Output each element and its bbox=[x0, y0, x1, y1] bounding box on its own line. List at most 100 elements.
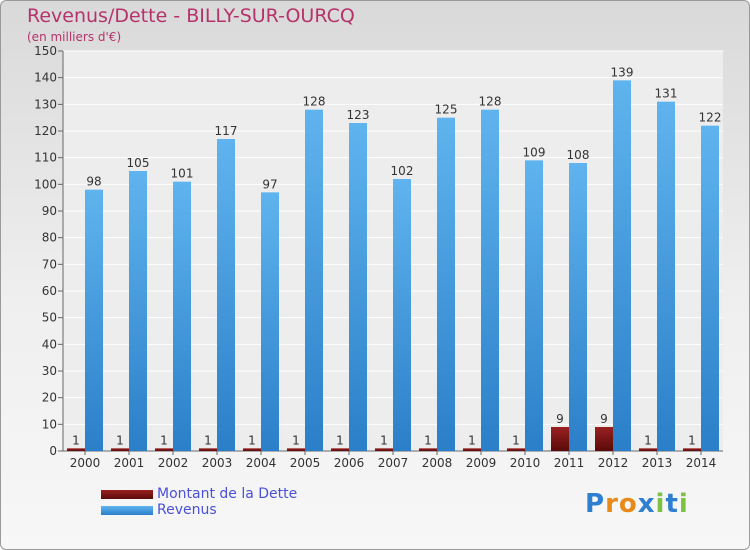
bar-dette bbox=[375, 448, 393, 451]
legend-label-revenus: Revenus bbox=[157, 502, 217, 518]
y-tick-label: 110 bbox=[34, 151, 57, 165]
y-tick-label: 130 bbox=[34, 97, 57, 111]
y-tick-label: 10 bbox=[42, 417, 57, 431]
bar-revenus bbox=[393, 179, 411, 451]
bars bbox=[67, 80, 719, 452]
data-label: 125 bbox=[435, 103, 458, 117]
y-tick-label: 90 bbox=[42, 204, 57, 218]
data-label: 97 bbox=[262, 177, 277, 191]
bar-dette bbox=[683, 448, 701, 451]
y-tick-label: 140 bbox=[34, 71, 57, 85]
y-tick-label: 0 bbox=[49, 444, 57, 458]
data-label: 108 bbox=[567, 148, 590, 162]
data-label: 1 bbox=[512, 433, 520, 447]
bar-revenus bbox=[613, 80, 631, 451]
bar-revenus bbox=[481, 109, 499, 452]
data-label: 9 bbox=[600, 412, 608, 426]
x-tick-label: 2006 bbox=[334, 456, 365, 470]
proxiti-logo: Proxiti bbox=[585, 489, 689, 519]
data-label: 9 bbox=[556, 412, 564, 426]
bar-revenus bbox=[349, 123, 367, 451]
data-labels: 1 98 1 105 1 101 1 117 1 97 1 128 1 123 1 102 1 125 1 128 1 1… bbox=[72, 65, 721, 447]
bar-revenus bbox=[173, 181, 191, 451]
legend-swatch-debt bbox=[101, 490, 153, 499]
x-tick-label: 2005 bbox=[290, 456, 321, 470]
data-label: 1 bbox=[424, 433, 432, 447]
y-tick-label: 60 bbox=[42, 284, 57, 298]
x-tick-label: 2011 bbox=[554, 456, 585, 470]
bar-dette bbox=[551, 427, 569, 451]
data-label: 131 bbox=[655, 87, 678, 101]
y-tick-label: 20 bbox=[42, 391, 57, 405]
data-label: 122 bbox=[699, 111, 722, 125]
y-tick-label: 30 bbox=[42, 364, 57, 378]
legend-swatch-revenus bbox=[101, 506, 153, 515]
data-label: 1 bbox=[644, 433, 652, 447]
x-tick-label: 2002 bbox=[158, 456, 189, 470]
data-label: 105 bbox=[127, 156, 150, 170]
x-tick-label: 2010 bbox=[510, 456, 541, 470]
data-label: 98 bbox=[86, 175, 101, 189]
data-label: 1 bbox=[468, 433, 476, 447]
bar-revenus bbox=[217, 139, 235, 451]
data-label: 1 bbox=[336, 433, 344, 447]
y-tick-label: 150 bbox=[34, 44, 57, 58]
y-tick-label: 50 bbox=[42, 311, 57, 325]
data-label: 128 bbox=[303, 95, 326, 109]
bar-revenus bbox=[569, 163, 587, 451]
data-label: 117 bbox=[215, 124, 238, 138]
bar-revenus bbox=[701, 125, 719, 452]
y-tick-label: 100 bbox=[34, 177, 57, 191]
bar-dette bbox=[243, 448, 261, 451]
bar-dette bbox=[507, 448, 525, 451]
bar-revenus bbox=[85, 189, 103, 451]
data-label: 1 bbox=[688, 433, 696, 447]
data-label: 102 bbox=[391, 164, 414, 178]
x-tick-label: 2000 bbox=[70, 456, 101, 470]
x-tick-label: 2008 bbox=[422, 456, 453, 470]
x-tick-label: 2003 bbox=[202, 456, 233, 470]
bar-dette bbox=[287, 448, 305, 451]
bar-dette bbox=[155, 448, 173, 451]
data-label: 1 bbox=[116, 433, 124, 447]
x-tick-label: 2001 bbox=[114, 456, 145, 470]
bar-dette bbox=[463, 448, 481, 451]
bar-dette bbox=[111, 448, 129, 451]
data-label: 123 bbox=[347, 108, 370, 122]
x-tick-label: 2013 bbox=[642, 456, 673, 470]
bar-dette bbox=[199, 448, 217, 451]
unit-note: (en milliers d'€) bbox=[27, 30, 122, 44]
data-label: 1 bbox=[204, 433, 212, 447]
bar-revenus bbox=[437, 117, 455, 452]
data-label: 128 bbox=[479, 95, 502, 109]
y-tick-label: 80 bbox=[42, 231, 57, 245]
y-tick-label: 70 bbox=[42, 257, 57, 271]
data-label: 139 bbox=[611, 65, 634, 79]
data-label: 109 bbox=[523, 145, 546, 159]
bar-dette bbox=[67, 448, 85, 451]
x-tick-label: 2009 bbox=[466, 456, 497, 470]
bar-dette bbox=[639, 448, 657, 451]
data-label: 1 bbox=[248, 433, 256, 447]
data-label: 1 bbox=[292, 433, 300, 447]
x-tick-label: 2004 bbox=[246, 456, 277, 470]
x-axis-ticks: 2000 2001 2002 2003 2004 2005 2006 2007 2008 2009… bbox=[70, 451, 717, 470]
bar-revenus bbox=[525, 160, 543, 452]
bar-revenus bbox=[129, 171, 147, 451]
chart-title: Revenus/Dette - BILLY-SUR-OURCQ bbox=[27, 5, 355, 27]
data-label: 1 bbox=[160, 433, 168, 447]
x-tick-label: 2012 bbox=[598, 456, 629, 470]
bar-revenus bbox=[305, 109, 323, 452]
x-tick-label: 2014 bbox=[686, 456, 717, 470]
bar-revenus bbox=[261, 192, 279, 452]
y-axis-ticks: 0 10 20 30 40 50 60 70 80 90 100 110 120 130 140 150 bbox=[34, 44, 64, 458]
bar-dette bbox=[331, 448, 349, 451]
legend-label-debt: Montant de la Dette bbox=[157, 486, 298, 502]
y-tick-label: 40 bbox=[42, 337, 57, 351]
bar-dette bbox=[595, 427, 613, 451]
bar-revenus bbox=[657, 101, 675, 452]
data-label: 101 bbox=[171, 167, 194, 181]
bar-dette bbox=[419, 448, 437, 451]
